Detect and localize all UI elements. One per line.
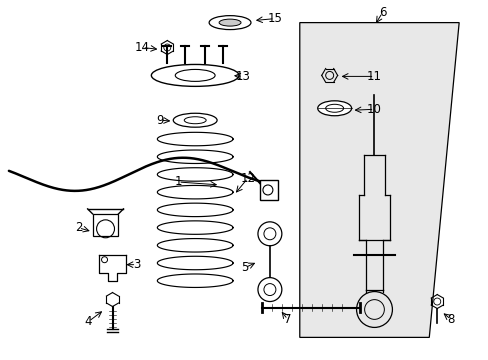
Text: 2: 2 bbox=[75, 221, 82, 234]
Ellipse shape bbox=[219, 19, 241, 26]
Text: 9: 9 bbox=[156, 114, 164, 127]
Ellipse shape bbox=[151, 64, 239, 86]
Text: 4: 4 bbox=[85, 315, 92, 328]
Circle shape bbox=[258, 278, 281, 302]
Ellipse shape bbox=[317, 101, 351, 116]
Text: 10: 10 bbox=[366, 103, 381, 116]
Text: 6: 6 bbox=[378, 6, 386, 19]
Text: 7: 7 bbox=[284, 313, 291, 326]
Text: 13: 13 bbox=[235, 70, 250, 83]
Text: 11: 11 bbox=[366, 70, 381, 83]
Text: 12: 12 bbox=[240, 171, 255, 185]
Circle shape bbox=[258, 222, 281, 246]
Text: 15: 15 bbox=[267, 12, 282, 25]
Ellipse shape bbox=[175, 69, 215, 81]
Text: 5: 5 bbox=[241, 261, 248, 274]
Text: 3: 3 bbox=[132, 258, 140, 271]
Bar bbox=[260, 180, 277, 200]
Text: 8: 8 bbox=[447, 313, 454, 326]
Ellipse shape bbox=[209, 15, 250, 30]
Text: 14: 14 bbox=[135, 41, 150, 54]
Text: 1: 1 bbox=[174, 175, 182, 189]
Polygon shape bbox=[299, 23, 458, 337]
Bar bbox=[92, 214, 118, 236]
